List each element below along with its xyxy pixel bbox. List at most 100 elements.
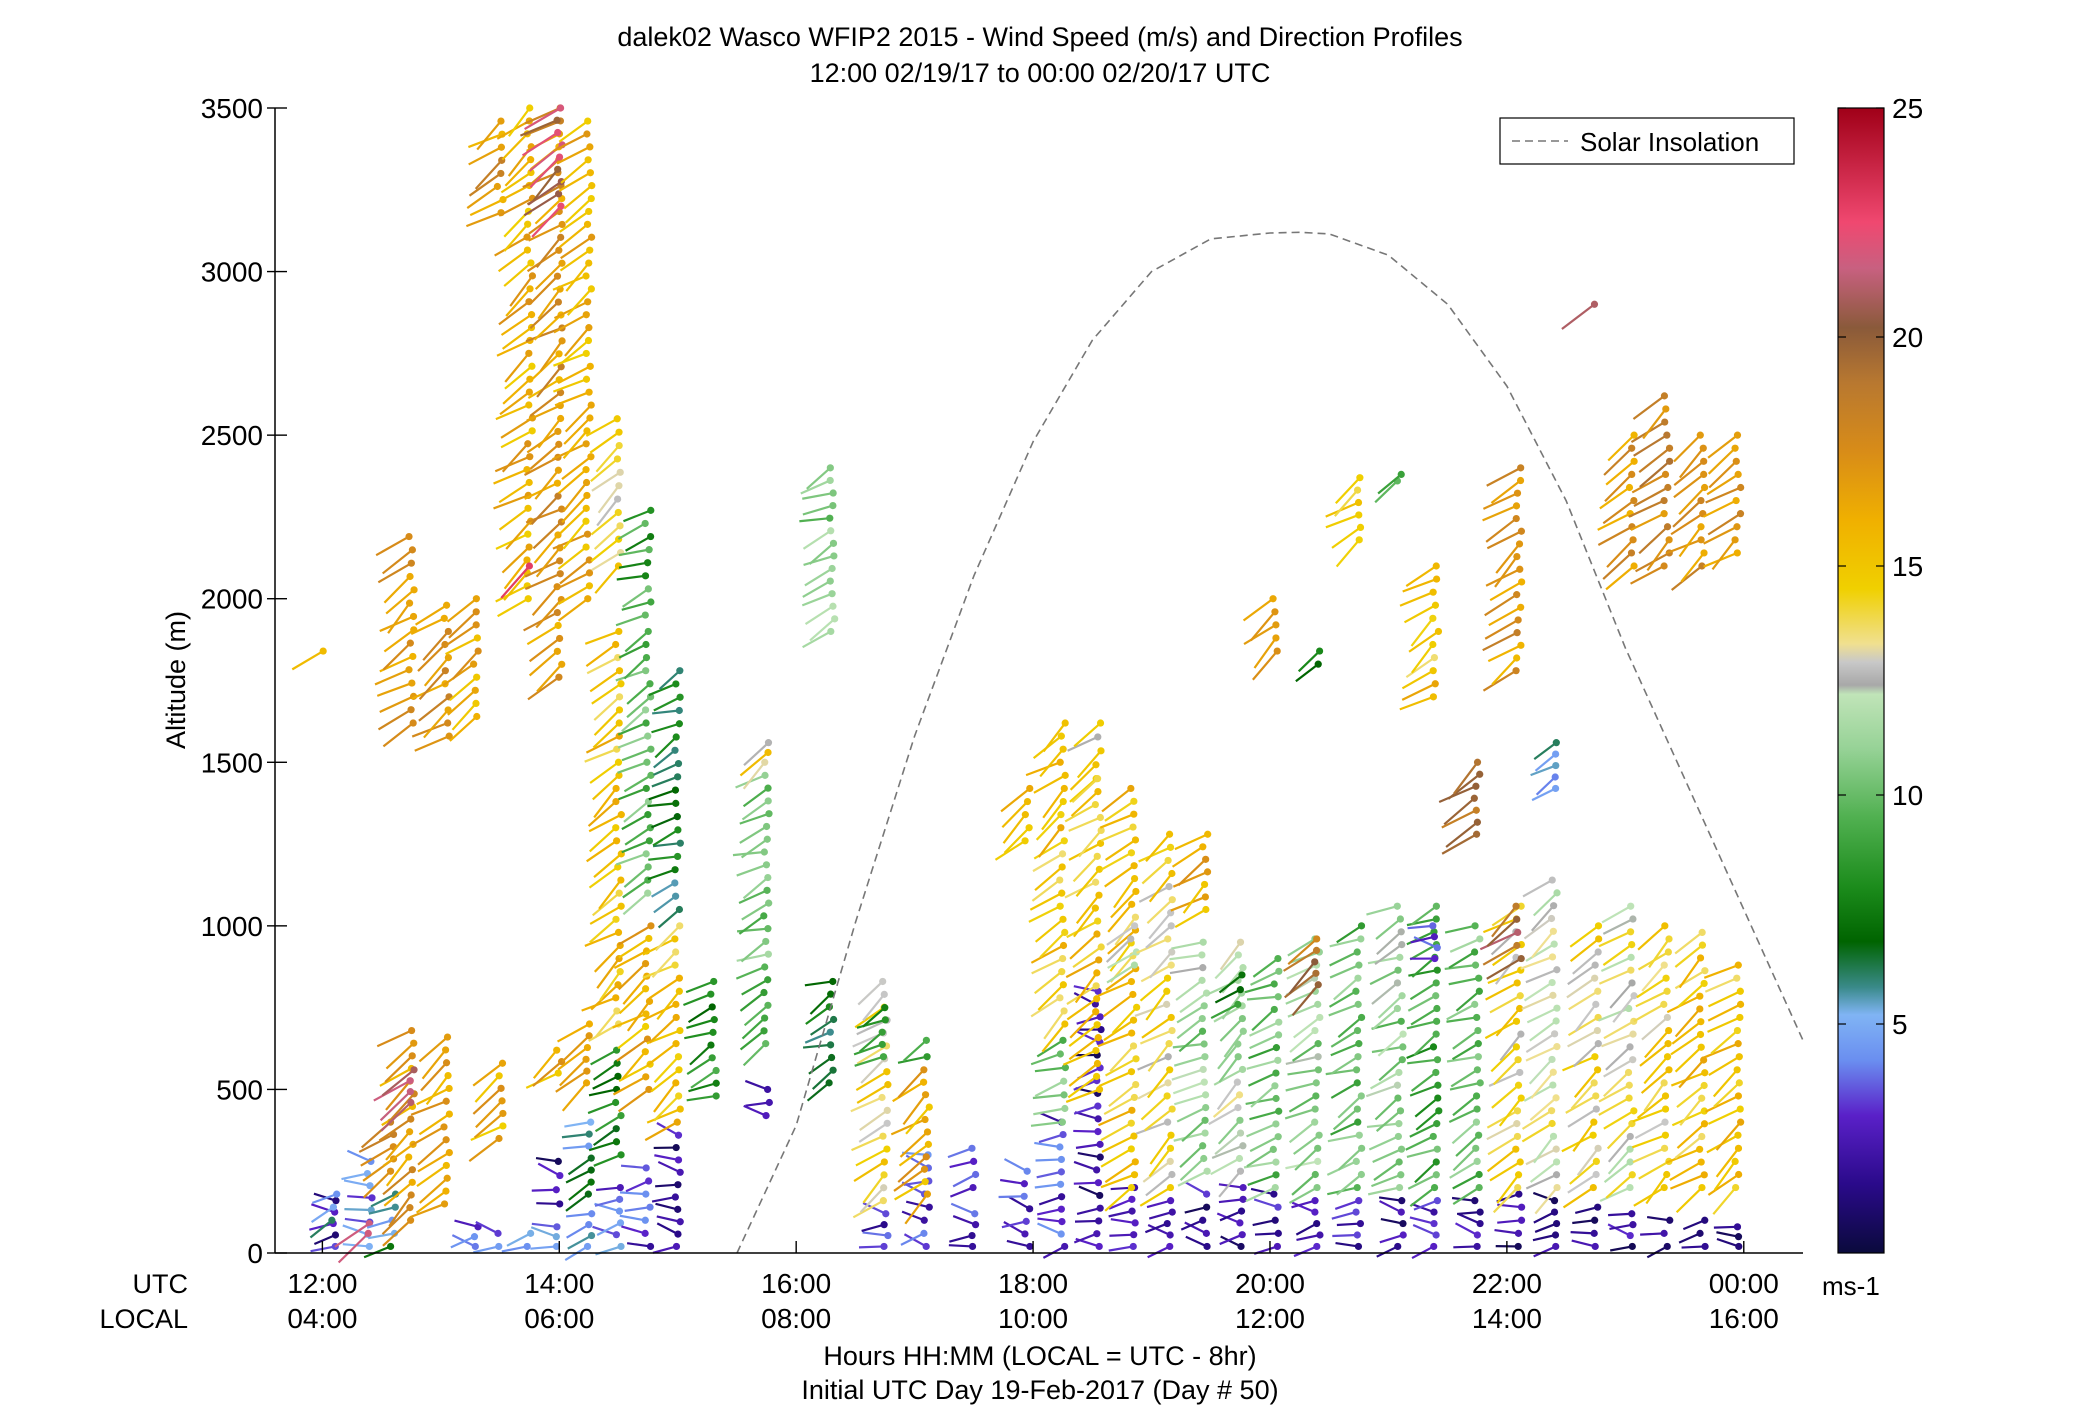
wind-point xyxy=(1735,1079,1743,1087)
wind-barb xyxy=(589,669,621,693)
wind-barb xyxy=(1451,1042,1479,1061)
wind-barb xyxy=(590,1049,618,1066)
wind-point xyxy=(712,1079,720,1087)
wind-point xyxy=(1548,1119,1556,1128)
wind-point xyxy=(642,985,650,993)
wind-barb xyxy=(1489,580,1523,602)
wind-point xyxy=(554,298,563,306)
wind-barb xyxy=(1678,957,1702,989)
wind-point xyxy=(1552,1094,1560,1102)
wind-point xyxy=(523,556,531,564)
wind-barb xyxy=(742,761,766,790)
wind-point xyxy=(524,595,532,603)
wind-point xyxy=(1163,974,1172,982)
wind-point xyxy=(1517,902,1525,910)
wind-point xyxy=(761,1014,769,1022)
wind-point xyxy=(616,968,624,976)
wind-barb xyxy=(591,471,621,492)
wind-point xyxy=(1275,967,1283,975)
wind-barb xyxy=(654,736,677,759)
wind-point xyxy=(1665,1026,1673,1035)
wind-barb xyxy=(474,1075,501,1103)
wind-barb xyxy=(1325,1068,1357,1076)
wind-point xyxy=(1057,1205,1065,1213)
wind-barb xyxy=(1633,486,1669,507)
wind-barb xyxy=(1598,930,1632,948)
wind-point xyxy=(1594,1040,1602,1048)
wind-point xyxy=(1697,496,1705,505)
wind-barb xyxy=(1379,1233,1404,1244)
wind-barb xyxy=(1529,1097,1557,1121)
wind-barb xyxy=(493,494,529,510)
wind-barb xyxy=(1067,1075,1098,1099)
wind-point xyxy=(1553,1183,1561,1192)
wind-point xyxy=(826,476,834,485)
wind-barb xyxy=(473,1112,504,1139)
wind-point xyxy=(1628,979,1636,987)
wind-point xyxy=(408,1052,416,1060)
wind-point xyxy=(1393,1081,1402,1089)
wind-point xyxy=(553,608,561,617)
wind-point xyxy=(410,1039,418,1047)
wind-point xyxy=(830,1015,838,1024)
wind-point xyxy=(1095,1085,1104,1094)
wind-barb xyxy=(532,1049,558,1079)
wind-point xyxy=(1661,922,1669,930)
wind-barb xyxy=(1716,1231,1739,1238)
wind-barb xyxy=(623,656,648,680)
wind-point xyxy=(645,1177,653,1185)
wind-barb xyxy=(313,1233,336,1245)
wind-point xyxy=(643,1035,652,1043)
wind-point xyxy=(1549,927,1557,935)
wind-barb xyxy=(496,339,531,357)
wind-barb xyxy=(1681,1245,1706,1249)
wind-point xyxy=(319,647,327,655)
wind-barb xyxy=(367,1232,395,1240)
wind-barb xyxy=(590,538,620,562)
wind-point xyxy=(1733,1066,1741,1074)
wind-barb xyxy=(1529,1161,1558,1183)
wind-point xyxy=(1168,1208,1176,1216)
wind-point xyxy=(1514,1081,1523,1089)
wind-point xyxy=(1551,784,1560,793)
wind-point xyxy=(1430,1183,1439,1192)
wind-barb xyxy=(858,1122,888,1143)
wind-barb xyxy=(1533,1245,1557,1258)
x-tick-label-utc: 16:00 xyxy=(761,1268,831,1299)
wind-barb xyxy=(1494,555,1518,588)
wind-point xyxy=(676,922,684,930)
wind-barb xyxy=(1208,1106,1239,1126)
wind-barb xyxy=(1574,1003,1597,1032)
wind-barb xyxy=(468,1137,500,1163)
wind-barb xyxy=(1525,1045,1558,1062)
wind-point xyxy=(525,401,533,409)
wind-point xyxy=(707,990,715,998)
wind-point xyxy=(556,570,564,578)
wind-barb xyxy=(531,585,559,616)
wind-barb xyxy=(1108,1245,1134,1252)
wind-barb xyxy=(1073,1181,1099,1185)
wind-point xyxy=(1736,1013,1744,1022)
wind-barb xyxy=(1520,955,1553,970)
wind-point xyxy=(647,598,655,606)
wind-point xyxy=(671,879,679,887)
wind-barb xyxy=(1707,434,1739,459)
wind-barb xyxy=(291,650,324,671)
wind-barb xyxy=(1030,944,1065,964)
wind-point xyxy=(1736,1000,1745,1008)
wind-barb xyxy=(1451,1121,1478,1145)
wind-barb xyxy=(1069,933,1098,960)
wind-barb xyxy=(1641,1016,1669,1041)
wind-point xyxy=(585,1130,593,1138)
wind-point xyxy=(1734,1040,1742,1048)
wind-barb xyxy=(1325,501,1359,518)
wind-barb xyxy=(1179,1144,1204,1168)
chart-title: dalek02 Wasco WFIP2 2015 - Wind Speed (m… xyxy=(617,22,1462,52)
wind-point xyxy=(1201,893,1209,901)
wind-barb xyxy=(1145,833,1171,862)
wind-point xyxy=(386,1167,395,1175)
wind-point xyxy=(1470,794,1478,802)
wind-point xyxy=(368,1194,376,1202)
wind-point xyxy=(969,1183,977,1192)
